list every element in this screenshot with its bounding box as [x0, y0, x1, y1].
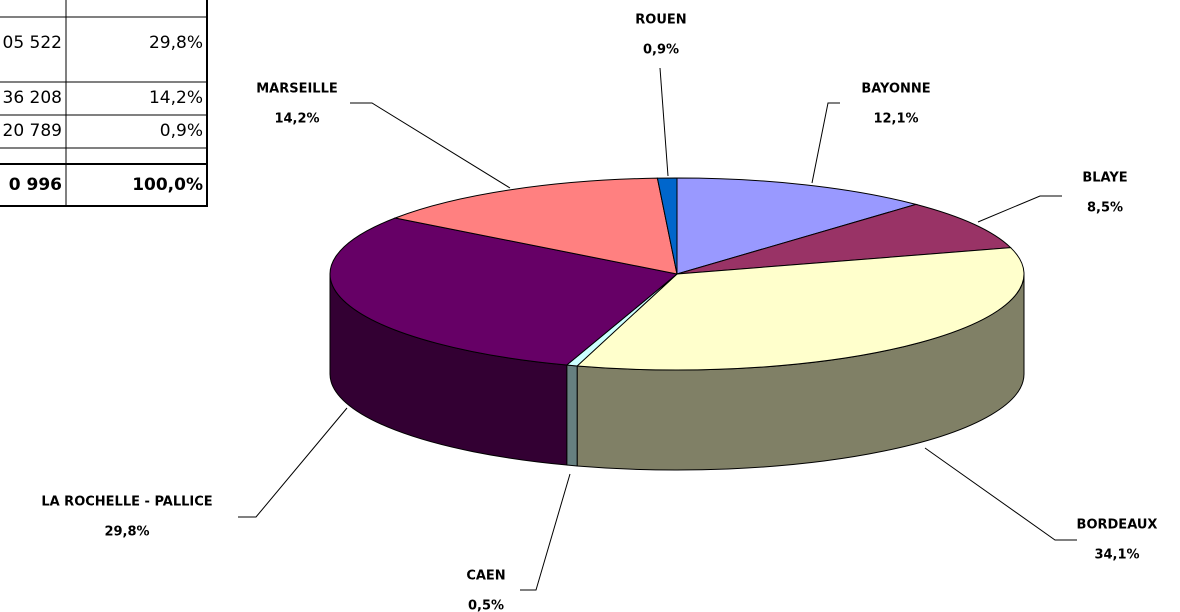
leader-line	[350, 102, 511, 189]
pie-slice	[676, 203, 1012, 275]
slice-label: CAEN	[466, 569, 505, 584]
pie-slice	[329, 217, 679, 366]
table-cell: 0 996	[9, 175, 62, 195]
pie-side	[566, 364, 578, 467]
leader-line	[238, 407, 348, 518]
pie-slice	[656, 177, 678, 275]
slice-label: MARSEILLE	[256, 82, 338, 97]
table-cell: 29,8%	[149, 33, 203, 53]
leader-line	[977, 195, 1062, 223]
table-cell: 36 208	[3, 88, 62, 108]
leader-line	[520, 473, 571, 591]
slice-label: BAYONNE	[861, 82, 930, 97]
slice-value-label: 8,5%	[1087, 201, 1123, 216]
slice-label: ROUEN	[635, 13, 686, 28]
slice-value-label: 12,1%	[873, 112, 918, 127]
pie-slice	[393, 177, 678, 275]
slice-label: LA ROCHELLE - PALLICE	[41, 495, 212, 510]
table	[0, 0, 208, 207]
pie-slice	[676, 177, 918, 275]
slice-value-label: 14,2%	[274, 112, 319, 127]
pie-slice	[575, 247, 1025, 371]
slice-value-label: 0,9%	[643, 43, 679, 58]
table-cell: 14,2%	[149, 88, 203, 108]
leader-line	[659, 67, 669, 177]
slice-value-label: 34,1%	[1094, 548, 1139, 563]
table-cell: 05 522	[3, 33, 62, 53]
slice-value-label: 0,5%	[468, 599, 504, 612]
slice-label: BORDEAUX	[1077, 518, 1158, 533]
slice-value-label: 29,8%	[104, 525, 149, 540]
table-cell: 100,0%	[132, 175, 203, 195]
leader-line	[811, 102, 840, 184]
leader-line	[924, 447, 1077, 541]
table-cell: 0,9%	[160, 121, 203, 141]
table-cell: 20 789	[3, 121, 62, 141]
slice-label: BLAYE	[1082, 171, 1127, 186]
